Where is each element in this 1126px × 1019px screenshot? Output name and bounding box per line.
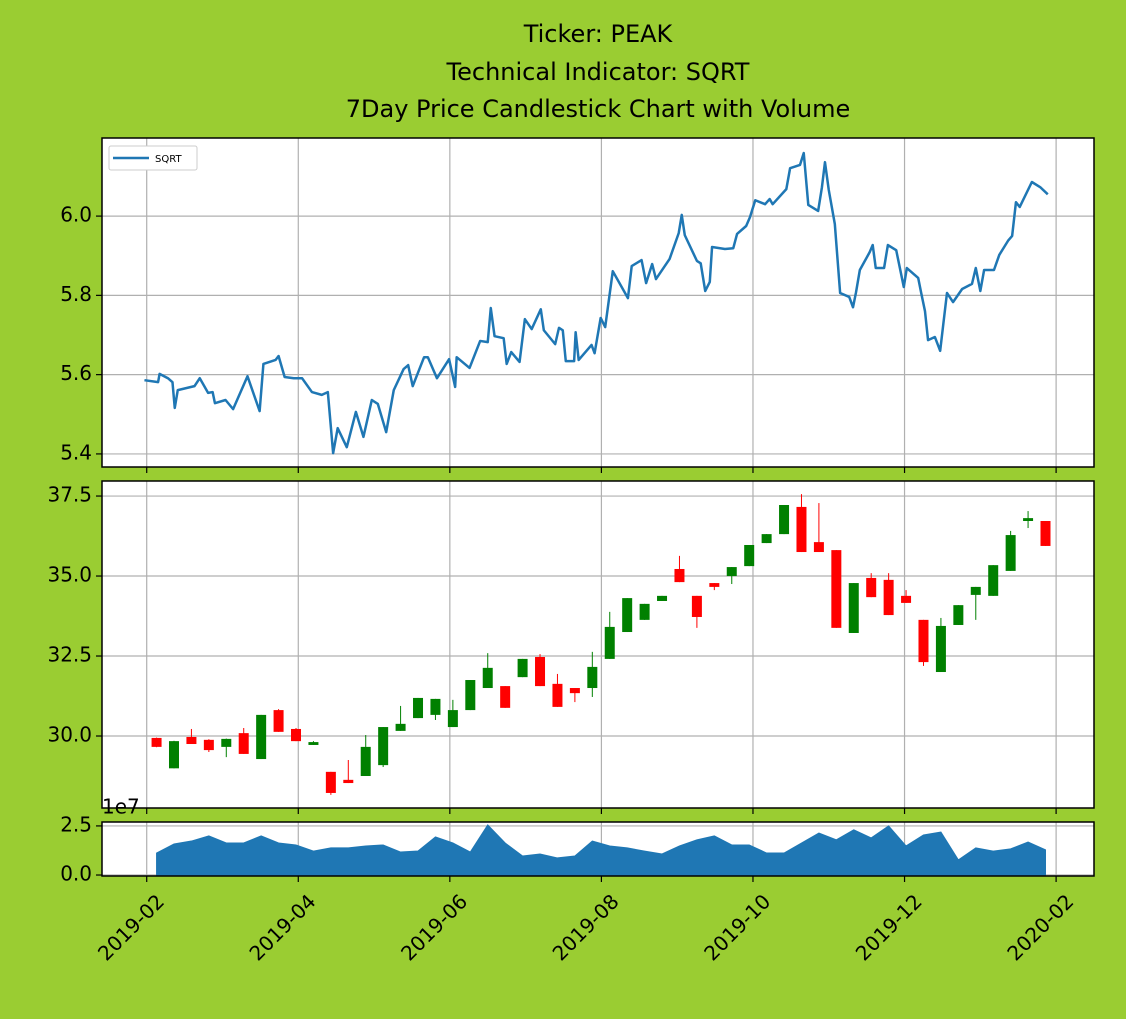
candle-body: [622, 598, 633, 633]
candle-body: [430, 698, 441, 715]
candle-body: [343, 779, 354, 784]
candle-body: [691, 595, 702, 617]
candle-body: [465, 680, 476, 711]
plot-frame: [101, 821, 1095, 877]
candle-body: [168, 741, 179, 769]
plot-area: [102, 138, 1094, 467]
candle-body: [761, 534, 772, 544]
candle-body: [918, 619, 929, 663]
y-tick-label: 5.6: [60, 361, 92, 385]
candle-body: [378, 727, 389, 766]
candle-body: [535, 656, 546, 687]
candle-body: [639, 603, 650, 620]
y-tick-label: 2.5: [60, 812, 92, 836]
candle-body: [813, 542, 824, 553]
y-tick-label: 30.0: [47, 723, 92, 747]
candle-body: [796, 506, 807, 553]
candle-body: [744, 544, 755, 567]
candle-body: [395, 723, 406, 731]
candle-body: [779, 504, 790, 535]
candle-body: [500, 686, 511, 708]
candle-body: [308, 742, 319, 745]
chart-title: 7Day Price Candlestick Chart with Volume: [346, 95, 851, 123]
candle-body: [482, 667, 493, 689]
candle-body: [517, 658, 528, 678]
y-tick-label: 0.0: [60, 862, 92, 886]
candle-body: [325, 771, 336, 793]
candle-body: [866, 577, 877, 598]
candle-body: [203, 739, 214, 751]
candle-body: [552, 683, 563, 707]
candle-body: [1040, 520, 1051, 546]
candle-body: [883, 579, 894, 616]
candle-body: [273, 710, 284, 732]
legend-box: [108, 145, 198, 171]
candle-body: [1005, 535, 1016, 571]
y-tick-label: 6.0: [60, 203, 92, 227]
candle-body: [256, 714, 267, 760]
line-series: [144, 151, 1049, 455]
candle-body: [901, 595, 912, 603]
candle-body: [1023, 518, 1034, 521]
plot-area: [102, 481, 1094, 808]
candle-body: [413, 697, 424, 719]
candle-body: [447, 710, 458, 728]
candle-body: [726, 567, 737, 577]
y-tick-label: 35.0: [47, 563, 92, 587]
offset-label: 1e7: [102, 795, 140, 819]
chart-title: Technical Indicator: SQRT: [446, 58, 750, 86]
chart-title: Ticker: PEAK: [523, 20, 674, 48]
y-tick-label: 37.5: [47, 483, 92, 507]
plot-frame: [101, 480, 1095, 809]
candle-body: [848, 583, 859, 633]
candle-body: [970, 586, 981, 595]
y-tick-label: 5.8: [60, 282, 92, 306]
candle-body: [151, 737, 162, 747]
candle-body: [569, 688, 580, 694]
candle-body: [831, 550, 842, 628]
candle-body: [360, 746, 371, 777]
candle-body: [657, 595, 668, 601]
plot-frame: [101, 137, 1095, 468]
y-tick-label: 5.4: [60, 440, 92, 464]
legend-label: SQRT: [155, 154, 182, 165]
candle-body: [988, 565, 999, 596]
y-tick-label: 32.5: [47, 643, 92, 667]
area-series: [156, 824, 1046, 876]
candle-body: [291, 728, 302, 742]
candle-body: [221, 738, 232, 747]
candle-body: [953, 605, 964, 625]
candle-body: [604, 626, 615, 659]
candle-body: [674, 568, 685, 583]
candle-body: [186, 736, 197, 745]
candle-body: [238, 733, 249, 754]
candle-body: [587, 666, 598, 689]
candle-body: [709, 583, 720, 587]
candle-body: [935, 625, 946, 673]
